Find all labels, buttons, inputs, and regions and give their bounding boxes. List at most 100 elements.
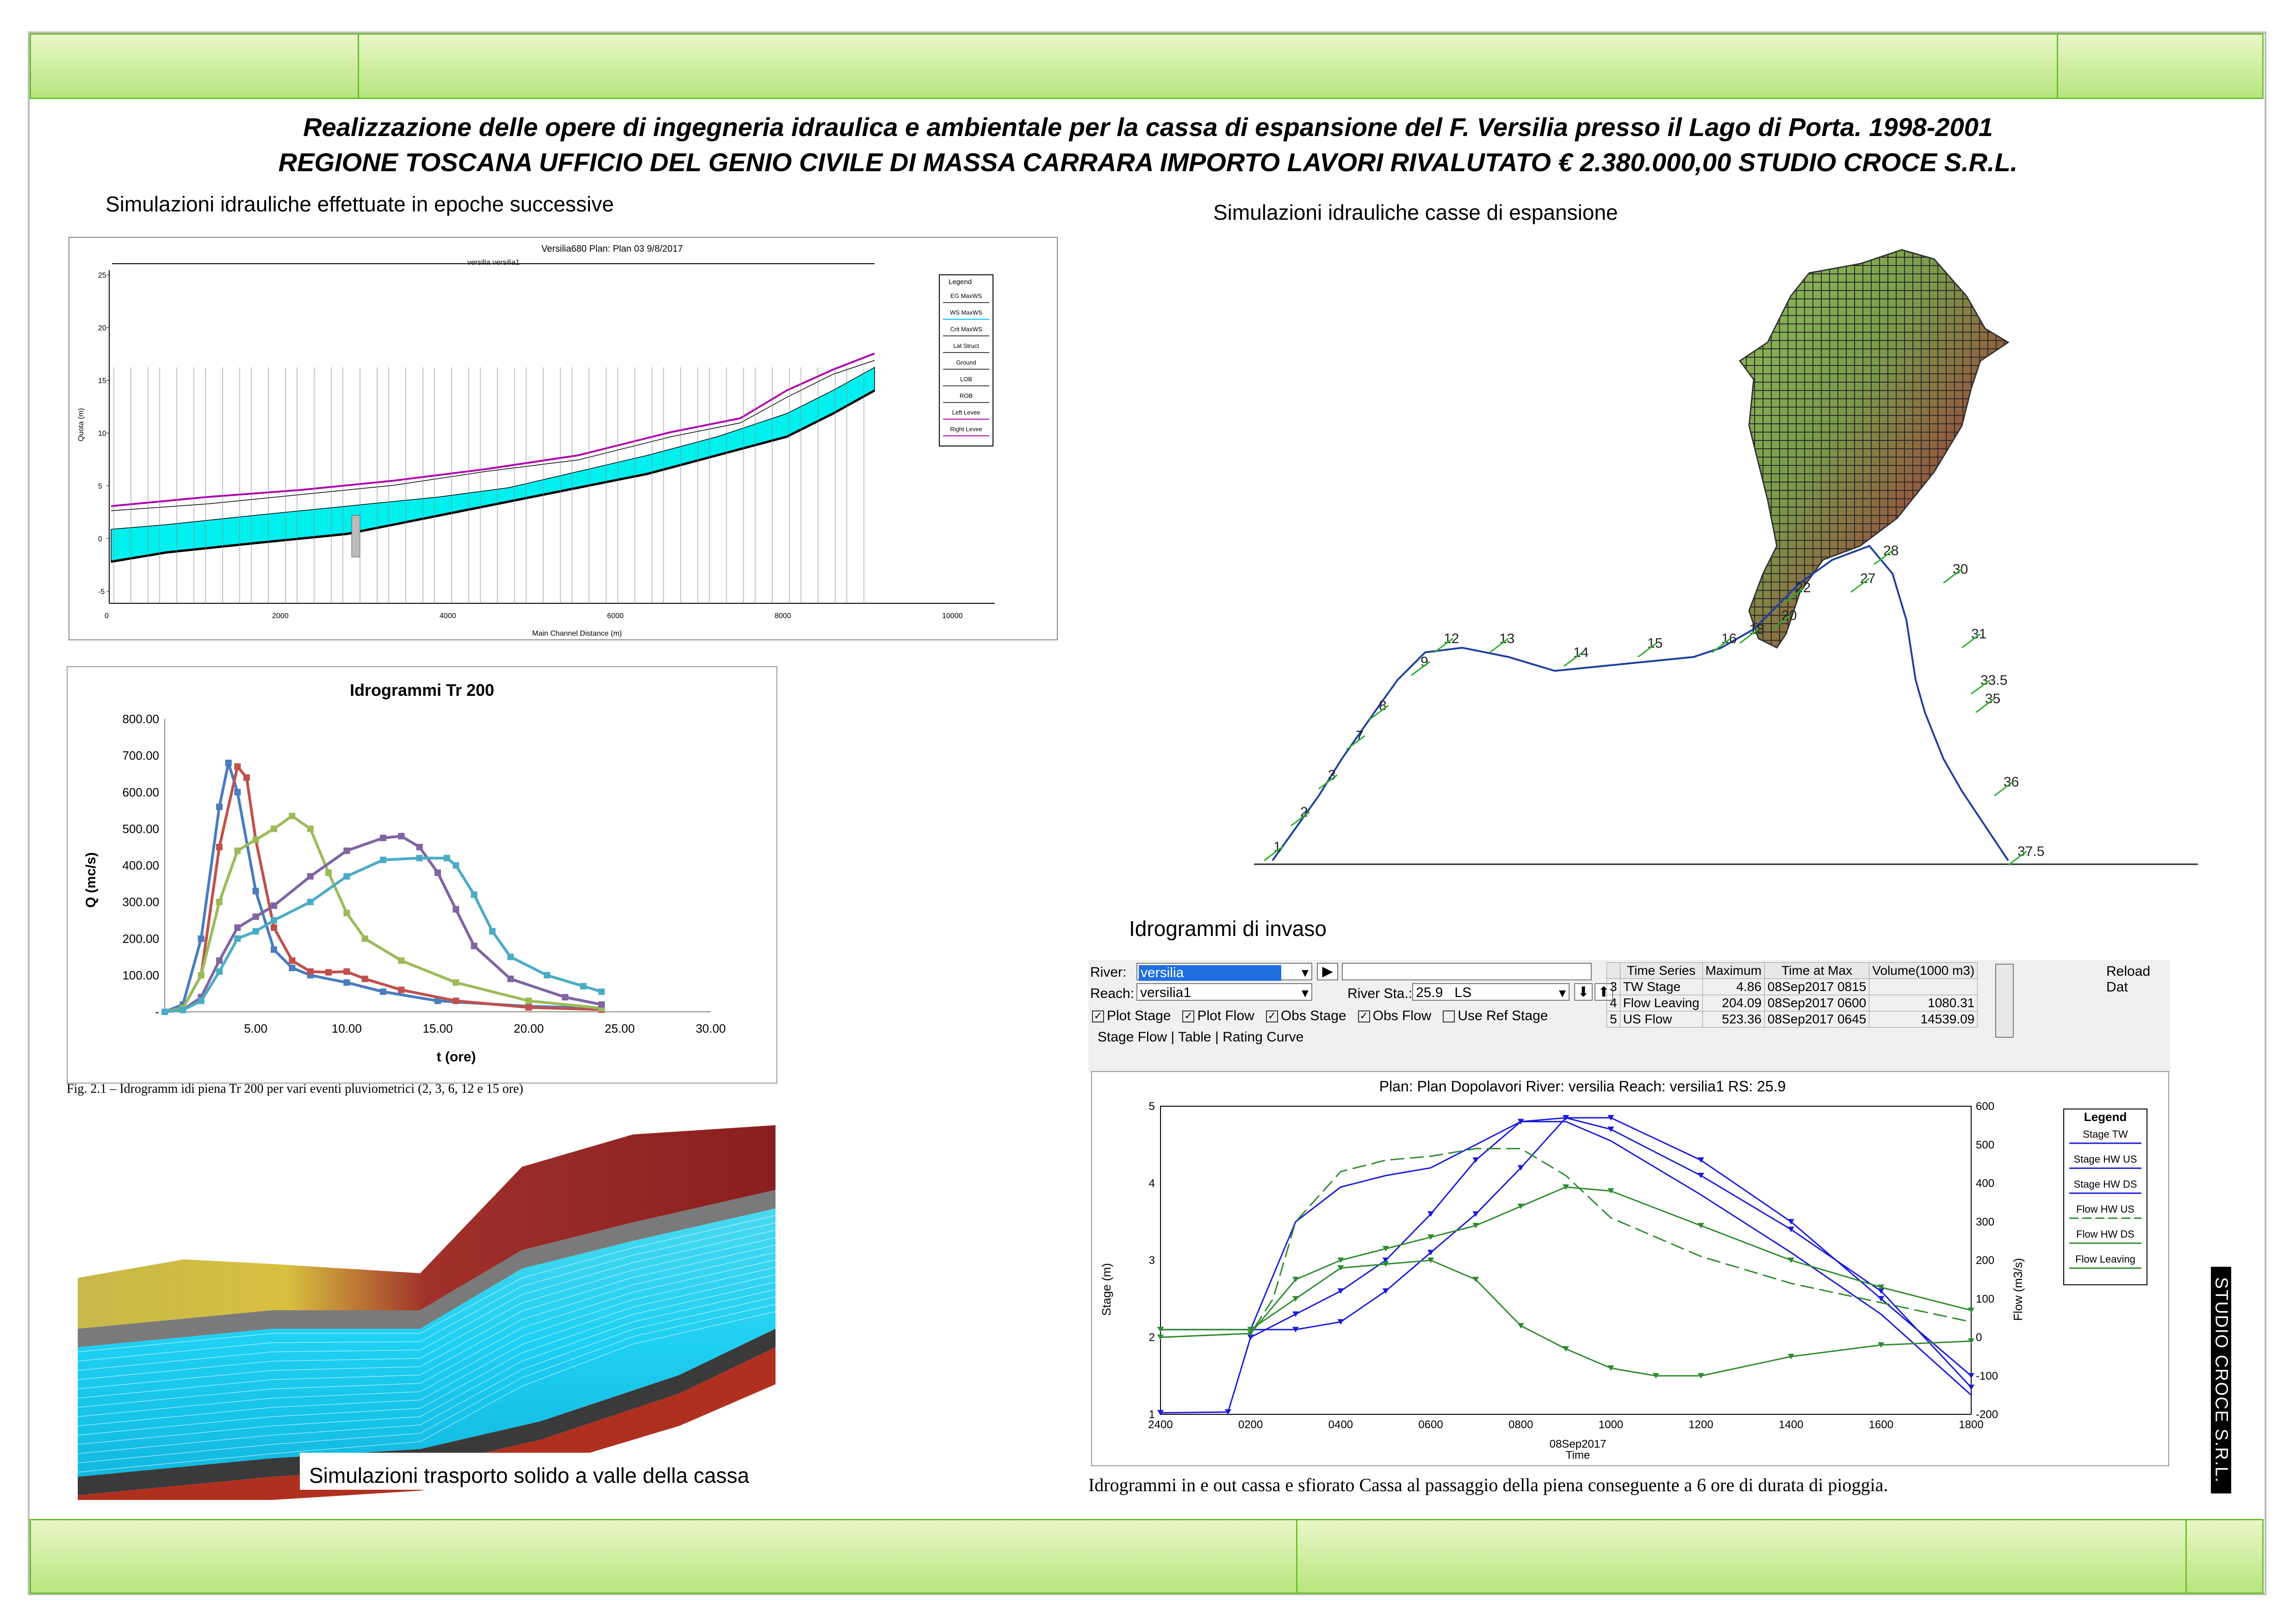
plot-flow-checkbox[interactable]: ✓ Plot Flow bbox=[1182, 1008, 1254, 1023]
stage-ylabel: Stage (m) bbox=[1099, 1263, 1113, 1316]
series-point bbox=[325, 869, 332, 876]
stage-series-marker bbox=[1337, 1265, 1344, 1271]
series-point bbox=[198, 935, 205, 942]
stage-legend-item: Stage TW bbox=[2083, 1128, 2128, 1140]
profile-legend-item: EG MaxWS bbox=[950, 292, 982, 299]
reach-label: Reach: bbox=[1090, 986, 1135, 1001]
stage-series-marker bbox=[1427, 1250, 1434, 1256]
stage-series-marker bbox=[1787, 1354, 1794, 1360]
time-tick-label: 0200 bbox=[1238, 1419, 1263, 1431]
stage-series-marker bbox=[1563, 1346, 1569, 1352]
series-point bbox=[198, 972, 205, 979]
series-point bbox=[243, 774, 250, 781]
stage-tick-label: 3 bbox=[1149, 1254, 1155, 1267]
x-tick-label: 30.00 bbox=[695, 1022, 726, 1035]
series-point bbox=[234, 789, 241, 796]
plot-stage-checkbox[interactable]: ✓ Plot Stage bbox=[1092, 1008, 1171, 1023]
stage-series-marker bbox=[1292, 1296, 1299, 1302]
series-point bbox=[343, 968, 350, 975]
profile-plot: Versilia680 Plan: Plan 03 9/8/2017 versi… bbox=[69, 238, 1057, 639]
time-tick-label: 1000 bbox=[1599, 1419, 1623, 1431]
series-point bbox=[289, 965, 296, 972]
profile-ytick: -5 bbox=[98, 588, 105, 596]
table-scrollbar[interactable] bbox=[1995, 964, 2014, 1038]
stage-series-line bbox=[1160, 1117, 1972, 1376]
chart-ylabel: Q (mc/s) bbox=[83, 852, 99, 908]
series-point bbox=[398, 986, 405, 993]
series-point bbox=[398, 957, 405, 964]
series-point bbox=[271, 946, 277, 953]
profile-ytick: 25 bbox=[98, 272, 106, 279]
stage-series-marker bbox=[1157, 1410, 1164, 1416]
series-point bbox=[180, 1007, 186, 1014]
time-tick-label: 1200 bbox=[1688, 1419, 1713, 1431]
stage-series-marker bbox=[1878, 1284, 1885, 1290]
series-point bbox=[453, 906, 459, 913]
series-point bbox=[343, 910, 350, 917]
series-point bbox=[507, 954, 514, 960]
river-select[interactable]: versilia ▾ bbox=[1136, 963, 1312, 981]
profile-reach: versilia versilia1 bbox=[467, 259, 520, 266]
hydrograph-panel: Idrogrammi Tr 200 t (ore) Q (mc/s) 800.0… bbox=[67, 666, 777, 1084]
use-ref-stage-checkbox[interactable]: Use Ref Stage bbox=[1443, 1008, 1548, 1023]
series-point bbox=[525, 1004, 532, 1011]
stage-series-marker bbox=[1968, 1384, 1974, 1390]
series-point bbox=[453, 979, 459, 986]
series-point bbox=[380, 835, 386, 842]
flow-tick-label: 300 bbox=[1976, 1216, 1994, 1228]
series-point bbox=[471, 942, 478, 949]
stage-series-marker bbox=[1563, 1184, 1569, 1190]
profile-ytick: 20 bbox=[98, 324, 106, 332]
series-point bbox=[580, 983, 587, 990]
sediment-image bbox=[77, 1125, 776, 1500]
play-button[interactable]: ▶ bbox=[1317, 963, 1338, 980]
series-point bbox=[471, 891, 478, 898]
caption-profile: Simulazioni idrauliche effettuate in epo… bbox=[105, 192, 614, 216]
series-point bbox=[271, 902, 277, 909]
chevron-down-icon: ▾ bbox=[1558, 985, 1566, 1001]
tab-stage-flow[interactable]: Stage Flow bbox=[1098, 1029, 1167, 1045]
stage-series-marker bbox=[1382, 1261, 1389, 1267]
series-point bbox=[325, 969, 332, 976]
stage-plot-title: Plan: Plan Dopolavori River: versilia Re… bbox=[1379, 1078, 1786, 1095]
series-line bbox=[164, 814, 602, 1013]
stage-series-marker bbox=[1292, 1326, 1299, 1332]
cross-section-label: 7 bbox=[1356, 728, 1364, 743]
profile-ytick: 15 bbox=[98, 377, 106, 385]
stage-series-marker bbox=[1878, 1342, 1885, 1348]
tab-table[interactable]: Table bbox=[1178, 1029, 1211, 1045]
series-point bbox=[598, 988, 605, 995]
stage-series-marker bbox=[1968, 1307, 1974, 1313]
river-sta-select[interactable]: 25.9 LS ▾ bbox=[1412, 983, 1570, 1001]
series-point bbox=[216, 968, 223, 975]
table-row[interactable]: 5 US Flow 523.36 08Sep2017 0645 14539.09 bbox=[1607, 1011, 1978, 1028]
obs-stage-checkbox[interactable]: ✓ Obs Stage bbox=[1266, 1008, 1347, 1023]
profile-legend bbox=[939, 274, 993, 446]
series-point bbox=[289, 957, 296, 964]
river-extra-field[interactable] bbox=[1342, 963, 1592, 980]
flow-tick-label: 100 bbox=[1976, 1293, 1994, 1305]
series-point bbox=[252, 913, 259, 920]
reach-select[interactable]: versilia1 ▾ bbox=[1136, 983, 1312, 1001]
series-point bbox=[307, 898, 314, 905]
cross-section-label: 1 bbox=[1273, 839, 1281, 855]
stage-series-marker bbox=[1382, 1258, 1389, 1263]
down-arrow-button[interactable]: ⬇ bbox=[1574, 983, 1593, 1001]
flow-tick-label: -200 bbox=[1976, 1408, 1998, 1421]
obs-flow-checkbox[interactable]: ✓ Obs Flow bbox=[1358, 1008, 1431, 1023]
x-tick-label: 25.00 bbox=[605, 1022, 635, 1035]
profile-legend-item: LOB bbox=[960, 376, 972, 383]
time-tick-label: 1600 bbox=[1869, 1419, 1893, 1431]
stage-series-marker bbox=[1472, 1223, 1479, 1229]
table-row[interactable]: 3 TW Stage 4.86 08Sep2017 0815 bbox=[1607, 979, 1978, 995]
series-point bbox=[289, 812, 296, 819]
profile-legend-item: Crit MaxWS bbox=[950, 326, 982, 333]
tab-rating-curve[interactable]: Rating Curve bbox=[1222, 1029, 1304, 1045]
plot-options: ✓ Plot Stage ✓ Plot Flow ✓ Obs Stage ✓ Obs F… bbox=[1092, 1008, 1548, 1024]
profile-ylabel: Quota (m) bbox=[77, 408, 85, 441]
table-row[interactable]: 4 Flow Leaving 204.09 08Sep2017 0600 1080.31 bbox=[1607, 995, 1978, 1011]
x-tick-label: 5.00 bbox=[244, 1022, 267, 1035]
stage-series-line bbox=[1160, 1117, 1972, 1414]
reload-data-button[interactable]: Reload Dat bbox=[2106, 964, 2151, 995]
series-line bbox=[164, 835, 602, 1013]
